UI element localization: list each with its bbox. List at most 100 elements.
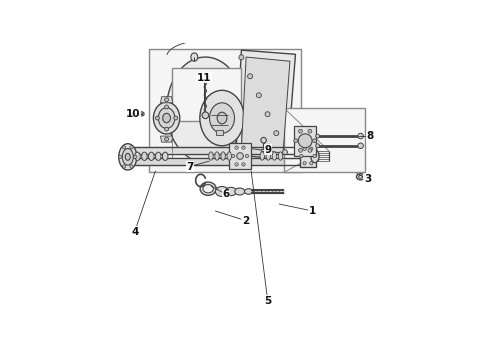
Polygon shape	[161, 97, 172, 103]
Circle shape	[310, 147, 313, 150]
Circle shape	[294, 139, 298, 143]
Ellipse shape	[202, 76, 209, 80]
Ellipse shape	[141, 113, 143, 115]
Polygon shape	[161, 136, 172, 142]
Text: 5: 5	[264, 296, 271, 306]
Circle shape	[174, 116, 178, 120]
Ellipse shape	[209, 152, 213, 160]
Circle shape	[313, 139, 317, 143]
Ellipse shape	[356, 174, 365, 180]
Circle shape	[256, 93, 261, 98]
Circle shape	[165, 98, 169, 102]
Circle shape	[237, 153, 244, 159]
Circle shape	[130, 165, 133, 168]
Circle shape	[358, 133, 364, 139]
Text: 1: 1	[309, 206, 316, 216]
Text: 3: 3	[364, 174, 371, 184]
Circle shape	[316, 144, 319, 148]
Ellipse shape	[148, 152, 154, 161]
Ellipse shape	[139, 112, 144, 116]
Bar	[172, 68, 242, 121]
Circle shape	[313, 154, 316, 158]
Ellipse shape	[135, 152, 140, 161]
Ellipse shape	[125, 153, 130, 160]
Ellipse shape	[227, 152, 231, 160]
Ellipse shape	[266, 152, 270, 160]
Ellipse shape	[191, 53, 198, 61]
Circle shape	[358, 143, 364, 149]
Text: 11: 11	[197, 73, 211, 83]
Polygon shape	[242, 57, 290, 153]
Ellipse shape	[278, 152, 283, 160]
Circle shape	[130, 145, 133, 149]
Bar	[284, 108, 365, 172]
Circle shape	[265, 112, 270, 117]
Ellipse shape	[203, 185, 214, 193]
Ellipse shape	[158, 108, 175, 129]
Bar	[148, 49, 301, 172]
Ellipse shape	[260, 152, 265, 160]
Ellipse shape	[245, 189, 253, 194]
Circle shape	[310, 162, 313, 165]
Circle shape	[303, 162, 306, 165]
Circle shape	[298, 129, 302, 133]
Text: 10: 10	[126, 109, 141, 119]
Circle shape	[274, 131, 279, 136]
Circle shape	[298, 148, 302, 152]
Circle shape	[300, 154, 303, 158]
Circle shape	[261, 138, 267, 143]
Ellipse shape	[200, 182, 216, 195]
Ellipse shape	[119, 144, 137, 170]
Circle shape	[316, 134, 319, 138]
Circle shape	[165, 127, 169, 131]
Bar	[217, 130, 222, 135]
Circle shape	[202, 112, 209, 118]
Ellipse shape	[162, 152, 168, 161]
Circle shape	[245, 154, 248, 158]
Circle shape	[122, 165, 126, 168]
Circle shape	[165, 137, 169, 141]
Circle shape	[134, 155, 137, 158]
Circle shape	[303, 147, 306, 150]
Ellipse shape	[200, 90, 244, 146]
Circle shape	[247, 74, 252, 79]
Circle shape	[239, 55, 244, 60]
Text: 9: 9	[264, 145, 271, 155]
Circle shape	[235, 146, 238, 149]
Circle shape	[283, 150, 288, 155]
Circle shape	[308, 148, 312, 152]
Ellipse shape	[215, 152, 219, 160]
Circle shape	[298, 134, 312, 148]
Ellipse shape	[142, 152, 147, 161]
Bar	[229, 143, 251, 169]
Circle shape	[235, 163, 238, 166]
Ellipse shape	[216, 186, 229, 197]
Circle shape	[122, 145, 126, 149]
Ellipse shape	[217, 112, 227, 124]
Ellipse shape	[359, 175, 363, 178]
Ellipse shape	[155, 152, 161, 161]
Bar	[294, 126, 316, 156]
Text: 2: 2	[242, 216, 249, 226]
Circle shape	[231, 154, 235, 158]
Ellipse shape	[272, 152, 277, 160]
Ellipse shape	[167, 57, 244, 162]
Circle shape	[119, 155, 122, 158]
Bar	[300, 145, 316, 167]
Ellipse shape	[210, 103, 235, 133]
Ellipse shape	[122, 149, 133, 165]
Ellipse shape	[153, 102, 180, 134]
Ellipse shape	[163, 113, 171, 123]
Ellipse shape	[225, 187, 237, 195]
Ellipse shape	[221, 152, 225, 160]
Circle shape	[165, 105, 169, 109]
Polygon shape	[236, 50, 295, 161]
Ellipse shape	[311, 149, 319, 163]
Text: 4: 4	[131, 227, 138, 237]
Circle shape	[308, 129, 312, 133]
Circle shape	[242, 146, 245, 149]
Circle shape	[242, 163, 245, 166]
Text: 8: 8	[367, 131, 374, 141]
Ellipse shape	[261, 149, 266, 152]
Text: 7: 7	[187, 162, 194, 172]
